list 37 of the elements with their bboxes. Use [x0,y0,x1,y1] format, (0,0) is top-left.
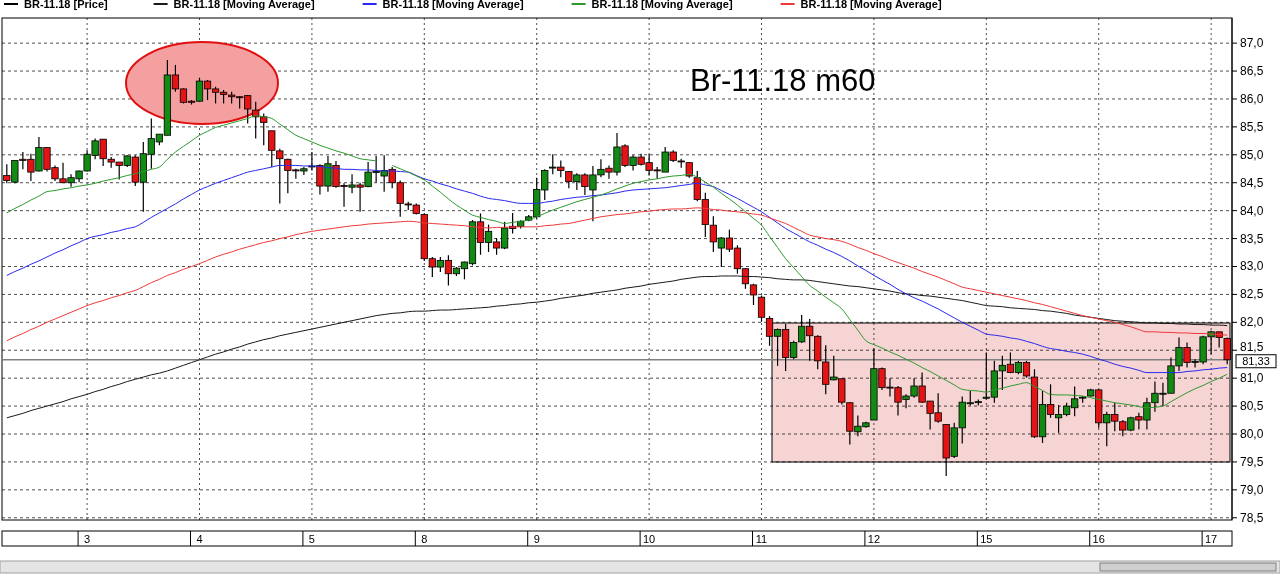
legend-label: BR-11.18 [Price] [24,0,109,10]
legend-label: BR-11.18 [Moving Average] [800,0,942,10]
x-tick-label: 8 [421,533,428,545]
y-tick-label: 79,0 [1240,482,1264,497]
y-tick-label: 78,5 [1240,510,1264,525]
y-tick-label: 82,0 [1240,315,1264,330]
x-tick-label: 10 [642,533,656,545]
y-tick-label: 80,5 [1240,399,1264,414]
y-tick-label: 85,5 [1240,119,1264,134]
x-tick-label: 11 [755,533,768,545]
legend-label: BR-11.18 [Moving Average] [382,0,524,10]
x-tick-label: 4 [196,533,203,545]
ref-line-label: 81,33 [1242,355,1270,368]
y-tick-label: 83,5 [1240,231,1264,246]
x-tick-label: 17 [1205,533,1218,545]
legend-label: BR-11.18 [Moving Average] [591,0,733,10]
y-tick-label: 86,5 [1240,64,1264,79]
x-tick-label: 5 [308,533,315,545]
y-tick-label: 85,0 [1240,147,1264,162]
y-tick-label: 82,5 [1240,287,1264,302]
y-tick-label: 87,0 [1240,36,1264,51]
y-tick-label: 86,0 [1240,91,1264,106]
x-tick-label: 12 [867,533,881,545]
legend-label: BR-11.18 [Moving Average] [173,0,315,10]
line-series [6,207,1228,342]
y-tick-label: 79,5 [1240,454,1264,469]
x-tick-label: 15 [980,533,993,545]
x-tick-label: 3 [84,533,91,545]
x-tick-label: 9 [533,533,540,545]
y-tick-label: 81,5 [1240,340,1264,355]
y-tick-label: 84,5 [1240,175,1264,190]
y-tick-label: 81,0 [1240,371,1264,386]
y-tick-label: 80,0 [1240,427,1264,442]
y-tick-label: 83,0 [1240,259,1264,274]
y-tick-label: 84,0 [1240,203,1264,218]
text: Br-11.18 m60 [690,63,876,98]
x-tick-label: 16 [1092,533,1105,545]
